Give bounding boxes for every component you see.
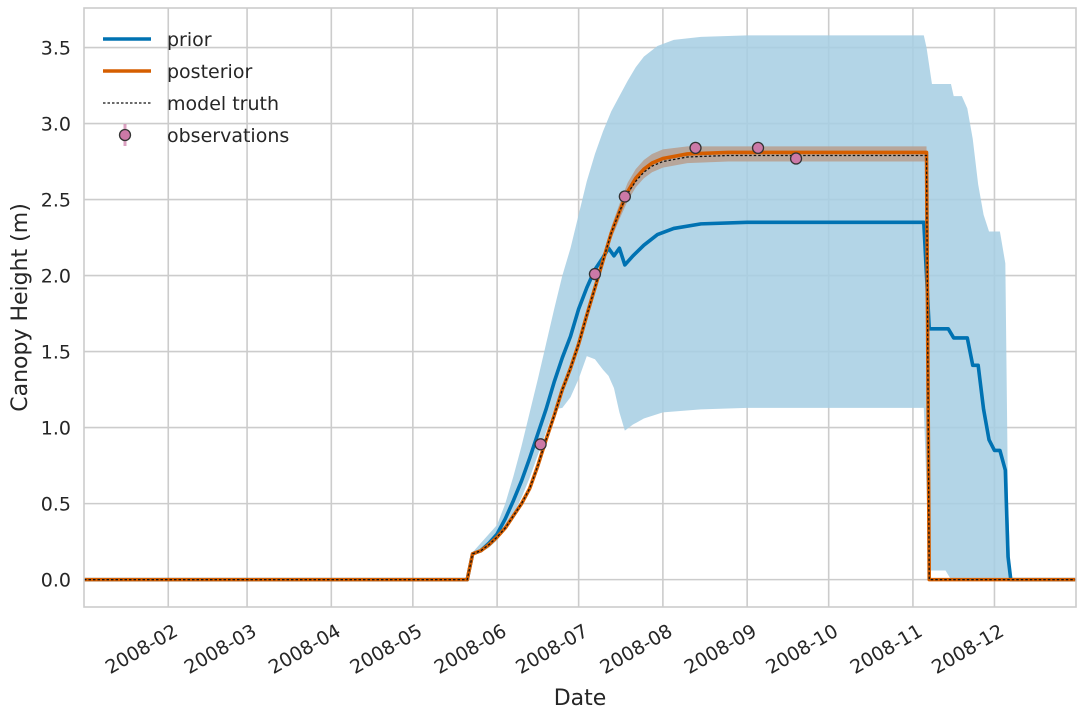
y-tick-label-2.5: 2.5 [41, 190, 71, 212]
x-tick-label-2008-03: 2008-03 [181, 620, 261, 679]
observation-point-5 [751, 141, 765, 155]
observation-point-3 [618, 190, 631, 203]
x-tick-label-2008-12: 2008-12 [928, 620, 1008, 679]
y-tick-label-1.5: 1.5 [41, 342, 71, 364]
y-tick-label-3.0: 3.0 [41, 114, 71, 136]
legend-item-prior: prior [103, 29, 212, 51]
x-tick-label-2008-11: 2008-11 [846, 620, 926, 679]
x-tick-label-2008-05: 2008-05 [346, 620, 426, 679]
observation-point-6 [789, 152, 803, 165]
x-tick-label-2008-06: 2008-06 [431, 620, 511, 679]
legend-label-posterior: posterior [167, 61, 252, 83]
x-tick-label-2008-07: 2008-07 [512, 620, 592, 679]
legend-label-observations: observations [167, 125, 289, 147]
y-tick-label-1.0: 1.0 [41, 418, 71, 440]
y-tick-label-0.5: 0.5 [41, 494, 71, 516]
legend-item-observations: observations [118, 124, 289, 147]
y-tick-label-2.0: 2.0 [41, 266, 71, 288]
plot-frame [83, 7, 1077, 608]
legend-item-posterior: posterior [103, 61, 252, 83]
y-axis-ticks: 0.0 0.5 1.0 1.5 2.0 2.5 3.0 3.5 [41, 38, 71, 592]
observation-points [534, 141, 803, 451]
x-tick-label-2008-04: 2008-04 [265, 620, 345, 679]
y-tick-label-0.0: 0.0 [41, 570, 71, 592]
prior-line [84, 220, 1076, 582]
legend-label-model-truth: model truth [167, 93, 279, 115]
x-tick-label-2008-02: 2008-02 [102, 620, 182, 679]
legend-swatch-observations [118, 128, 132, 142]
series-lines [84, 150, 1076, 582]
x-axis-label: Date [554, 686, 607, 711]
y-tick-label-3.5: 3.5 [41, 38, 71, 60]
x-axis-ticks: 2008-02 2008-03 2008-04 2008-05 2008-06 2008-… [102, 620, 1008, 679]
x-tick-label-2008-09: 2008-09 [681, 620, 761, 679]
y-axis-label: Canopy Height (m) [8, 203, 33, 412]
legend: prior posterior model truth observations [103, 29, 289, 147]
legend-item-model-truth: model truth [103, 93, 279, 115]
x-tick-label-2008-08: 2008-08 [596, 620, 676, 679]
legend-label-prior: prior [167, 29, 212, 51]
x-tick-label-2008-10: 2008-10 [762, 620, 842, 679]
observation-point-4 [689, 141, 702, 155]
observation-point-2 [588, 267, 602, 281]
observation-point-1 [534, 438, 547, 451]
posterior-line [84, 150, 1076, 582]
